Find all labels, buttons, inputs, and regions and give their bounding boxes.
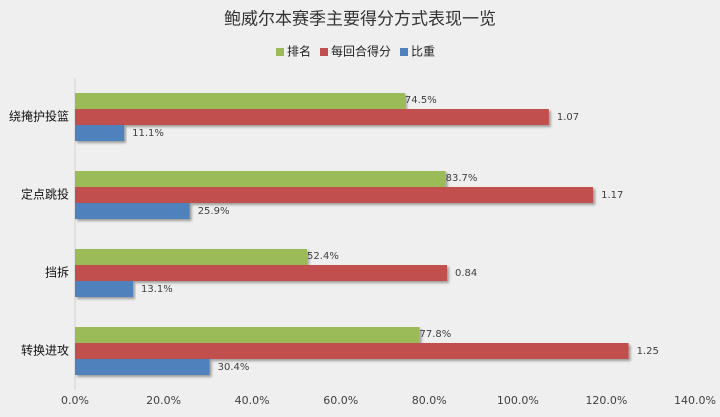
x-tick-label: 20.0% (146, 394, 181, 407)
value-label: 77.8% (420, 329, 452, 340)
value-label: 30.4% (218, 362, 250, 373)
y-tick-label: 转换进攻 (21, 343, 69, 358)
bar (75, 249, 308, 265)
chart-title: 鲍威尔本赛季主要得分方式表现一览 (224, 9, 496, 30)
legend-label: 每回合得分 (331, 44, 391, 59)
legend-label: 排名 (287, 44, 311, 59)
value-label: 0.84 (455, 268, 477, 279)
x-tick-label: 0.0% (61, 394, 89, 407)
value-label: 1.17 (601, 190, 623, 201)
x-tick-label: 60.0% (323, 394, 358, 407)
bar (75, 171, 446, 187)
value-label: 25.9% (198, 206, 230, 217)
legend-swatch (400, 48, 408, 56)
legend-label: 比重 (411, 45, 435, 59)
value-label: 52.4% (307, 251, 339, 262)
x-tick-label: 100.0% (497, 394, 539, 407)
bar (75, 187, 594, 203)
x-tick-label: 80.0% (412, 394, 447, 407)
legend-swatch (276, 48, 284, 56)
y-tick-label: 定点跳投 (21, 187, 69, 202)
bar (75, 359, 210, 375)
y-tick-label: 绕掩护投篮 (9, 109, 69, 124)
bar (75, 265, 447, 281)
bar (75, 327, 420, 343)
value-label: 83.7% (446, 173, 478, 184)
x-tick-label: 140.0% (674, 394, 716, 407)
legend-swatch (320, 48, 328, 56)
y-tick-label: 挡拆 (45, 265, 69, 280)
value-label: 1.07 (557, 112, 579, 123)
bar (75, 109, 549, 125)
value-label: 1.25 (637, 346, 659, 357)
bar (75, 93, 405, 109)
x-tick-label: 40.0% (235, 394, 270, 407)
value-label: 74.5% (405, 95, 437, 106)
bar (75, 281, 134, 297)
bar (75, 343, 629, 359)
x-tick-label: 120.0% (585, 394, 627, 407)
bar (75, 125, 125, 141)
value-label: 13.1% (141, 284, 173, 295)
value-label: 11.1% (132, 128, 164, 139)
bar (75, 203, 190, 219)
